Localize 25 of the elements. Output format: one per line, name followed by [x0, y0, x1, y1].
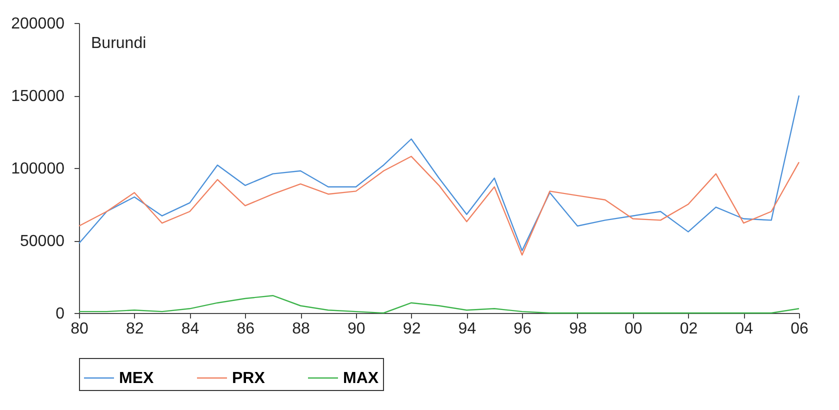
legend-label: PRX	[232, 370, 266, 387]
x-tick-label: 82	[126, 320, 144, 338]
legend-label: MEX	[119, 370, 154, 387]
y-tick-label: 0	[56, 306, 65, 322]
x-tick-label: 02	[680, 320, 698, 338]
x-tick-label: 96	[514, 320, 532, 338]
x-tick-label: 86	[236, 320, 255, 338]
y-tick-label: 50000	[20, 233, 65, 250]
line-series	[78, 94, 800, 252]
x-tick-label: 90	[348, 320, 366, 338]
x-tick-label: 94	[458, 320, 476, 338]
x-tick-label: 98	[569, 320, 587, 338]
text: Burundi	[91, 35, 146, 52]
x-tick-label: 04	[735, 320, 754, 338]
x-tick-label: 84	[181, 320, 200, 338]
x-tick-label: 88	[292, 320, 310, 338]
x-tick-label: 92	[402, 320, 421, 338]
legend-label: MAX	[343, 370, 379, 387]
x-tick-label: 06	[790, 320, 808, 338]
line-series	[78, 156, 800, 256]
y-tick-label: 100000	[11, 160, 65, 178]
y-tick-label: 150000	[11, 88, 65, 105]
x-tick-label: 00	[624, 320, 642, 338]
x-tick-label: 80	[70, 320, 88, 338]
y-tick-label: 200000	[11, 16, 65, 32]
